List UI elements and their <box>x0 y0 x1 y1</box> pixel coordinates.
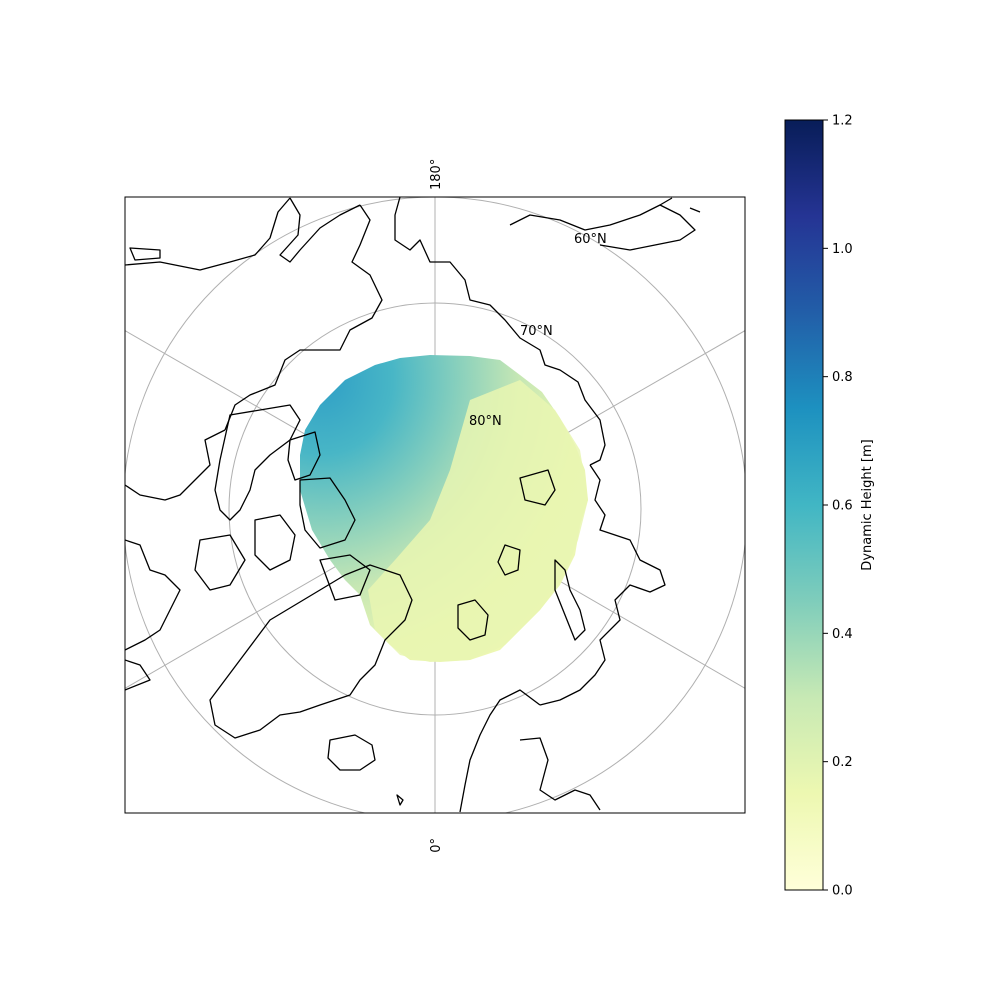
colorbar-tick-label: 0.8 <box>832 370 853 385</box>
colorbar-tick-label: 0.2 <box>832 755 853 770</box>
colorbar-tick-label: 1.2 <box>832 114 853 129</box>
colorbar-tick-label: 0.4 <box>832 627 853 642</box>
map-axes: 60°N 70°N 80°N 180° 0° <box>124 159 746 853</box>
meridian-label-top: 180° <box>429 159 444 190</box>
meridian-label-bottom: 0° <box>429 838 444 853</box>
colorbar-gradient <box>784 119 824 891</box>
lat-label-60: 60°N <box>574 232 607 247</box>
colorbar-tick-label: 0.6 <box>832 499 853 514</box>
colorbar-tick-label: 0.0 <box>832 884 853 899</box>
map-content: 60°N 70°N 80°N <box>125 197 745 813</box>
colorbar-ticks: 0.0 0.2 0.4 0.6 0.8 1.0 1.2 <box>823 114 853 899</box>
dynamic-height-field-greenish <box>368 380 588 662</box>
coastlines <box>125 197 701 813</box>
colorbar-tick-label: 1.0 <box>832 242 853 257</box>
map-frame <box>124 196 746 814</box>
colorbar: 0.0 0.2 0.4 0.6 0.8 1.0 1.2 Dynamic Height [m] <box>784 114 875 899</box>
lat-label-80: 80°N <box>469 414 502 429</box>
colorbar-label: Dynamic Height [m] <box>860 439 875 570</box>
lat-label-70: 70°N <box>520 324 553 339</box>
